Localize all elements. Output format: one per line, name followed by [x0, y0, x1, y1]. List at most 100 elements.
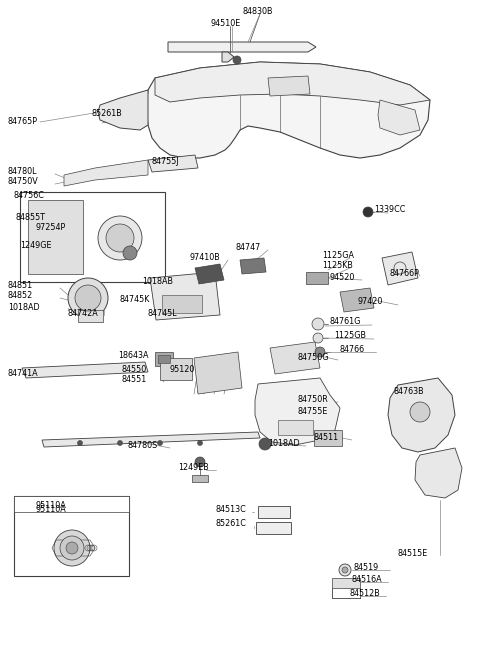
Bar — [278, 420, 313, 435]
Circle shape — [342, 567, 348, 573]
Text: 85261C: 85261C — [216, 519, 247, 529]
Text: 84855T: 84855T — [16, 214, 46, 223]
Polygon shape — [255, 378, 340, 445]
Text: 84511: 84511 — [314, 434, 339, 443]
Text: 1249GE: 1249GE — [20, 242, 51, 250]
Text: 84516A: 84516A — [352, 576, 383, 584]
Circle shape — [106, 224, 134, 252]
Circle shape — [77, 441, 83, 445]
Polygon shape — [155, 62, 430, 105]
Text: 84761G: 84761G — [330, 318, 361, 326]
Text: 84755E: 84755E — [298, 407, 328, 417]
Circle shape — [197, 441, 203, 445]
Text: 84756C: 84756C — [14, 191, 45, 200]
Circle shape — [315, 347, 325, 357]
Bar — [14, 496, 129, 512]
Circle shape — [75, 285, 101, 311]
Polygon shape — [268, 76, 310, 96]
Bar — [14, 496, 129, 576]
Text: 84852: 84852 — [8, 291, 33, 301]
Bar — [160, 358, 192, 380]
Text: 84741A: 84741A — [8, 369, 38, 379]
Bar — [20, 192, 165, 282]
Polygon shape — [388, 378, 455, 452]
Circle shape — [233, 56, 241, 64]
Text: 94520: 94520 — [330, 274, 355, 282]
Text: 84750G: 84750G — [298, 354, 329, 362]
Polygon shape — [146, 62, 430, 158]
Text: 84750V: 84750V — [8, 178, 39, 187]
Text: 84830B: 84830B — [243, 7, 273, 16]
Polygon shape — [150, 272, 220, 320]
Text: 95120: 95120 — [170, 365, 195, 375]
Text: 84763B: 84763B — [394, 388, 425, 396]
Text: 95110A: 95110A — [36, 506, 67, 514]
Polygon shape — [382, 252, 418, 285]
Text: 84513C: 84513C — [216, 506, 247, 514]
Text: 95110A: 95110A — [36, 500, 67, 510]
Text: 84780S: 84780S — [128, 441, 158, 451]
Text: 97420: 97420 — [358, 297, 384, 307]
Text: 1018AD: 1018AD — [268, 440, 300, 449]
Polygon shape — [240, 258, 266, 274]
Text: 84765P: 84765P — [8, 117, 38, 126]
Circle shape — [259, 438, 271, 450]
Circle shape — [157, 441, 163, 445]
Circle shape — [123, 246, 137, 260]
Circle shape — [66, 542, 78, 554]
Text: 84515E: 84515E — [398, 550, 428, 559]
Text: 1339CC: 1339CC — [374, 206, 406, 214]
Text: 84550: 84550 — [122, 365, 147, 375]
Text: 84745L: 84745L — [148, 309, 178, 318]
Circle shape — [313, 333, 323, 343]
Text: 84755J: 84755J — [152, 157, 180, 166]
Text: 85261B: 85261B — [92, 109, 123, 119]
Polygon shape — [22, 362, 148, 378]
Polygon shape — [378, 100, 420, 135]
Text: 1125KB: 1125KB — [322, 261, 353, 271]
Circle shape — [118, 441, 122, 445]
Text: 97410B: 97410B — [190, 253, 221, 263]
Text: 97254P: 97254P — [36, 223, 66, 233]
Text: 18643A: 18643A — [118, 352, 148, 360]
Text: 84750R: 84750R — [298, 396, 329, 405]
Polygon shape — [270, 342, 320, 374]
Bar — [28, 200, 83, 274]
Text: 84780L: 84780L — [8, 168, 37, 176]
Polygon shape — [194, 352, 242, 394]
Polygon shape — [415, 448, 462, 498]
Polygon shape — [148, 155, 198, 172]
Polygon shape — [340, 288, 374, 312]
Circle shape — [312, 318, 324, 330]
Text: 94510E: 94510E — [211, 20, 241, 29]
Circle shape — [339, 564, 351, 576]
Text: 84747: 84747 — [236, 244, 261, 252]
Text: 84851: 84851 — [8, 282, 33, 291]
Text: 84519: 84519 — [354, 563, 379, 572]
Polygon shape — [192, 475, 208, 482]
Bar — [158, 355, 170, 363]
Text: 1018AD: 1018AD — [8, 303, 40, 312]
Bar — [306, 272, 328, 284]
Text: 1249EB: 1249EB — [178, 464, 209, 472]
Polygon shape — [42, 432, 260, 447]
Text: 1125GB: 1125GB — [334, 331, 366, 341]
Text: 84745K: 84745K — [120, 295, 150, 305]
Text: 1018AB: 1018AB — [142, 278, 173, 286]
Text: 84766P: 84766P — [390, 269, 420, 278]
Bar — [332, 578, 360, 588]
Bar — [162, 295, 202, 313]
Circle shape — [68, 278, 108, 318]
Bar — [258, 506, 290, 518]
Circle shape — [363, 207, 373, 217]
Polygon shape — [64, 160, 148, 186]
Circle shape — [54, 530, 90, 566]
Polygon shape — [222, 52, 234, 62]
Text: 84551: 84551 — [122, 375, 147, 384]
Circle shape — [195, 457, 205, 467]
Bar — [256, 522, 291, 534]
Bar — [155, 352, 173, 366]
Circle shape — [60, 536, 84, 560]
Bar — [314, 430, 342, 446]
Text: 1125GA: 1125GA — [322, 252, 354, 261]
